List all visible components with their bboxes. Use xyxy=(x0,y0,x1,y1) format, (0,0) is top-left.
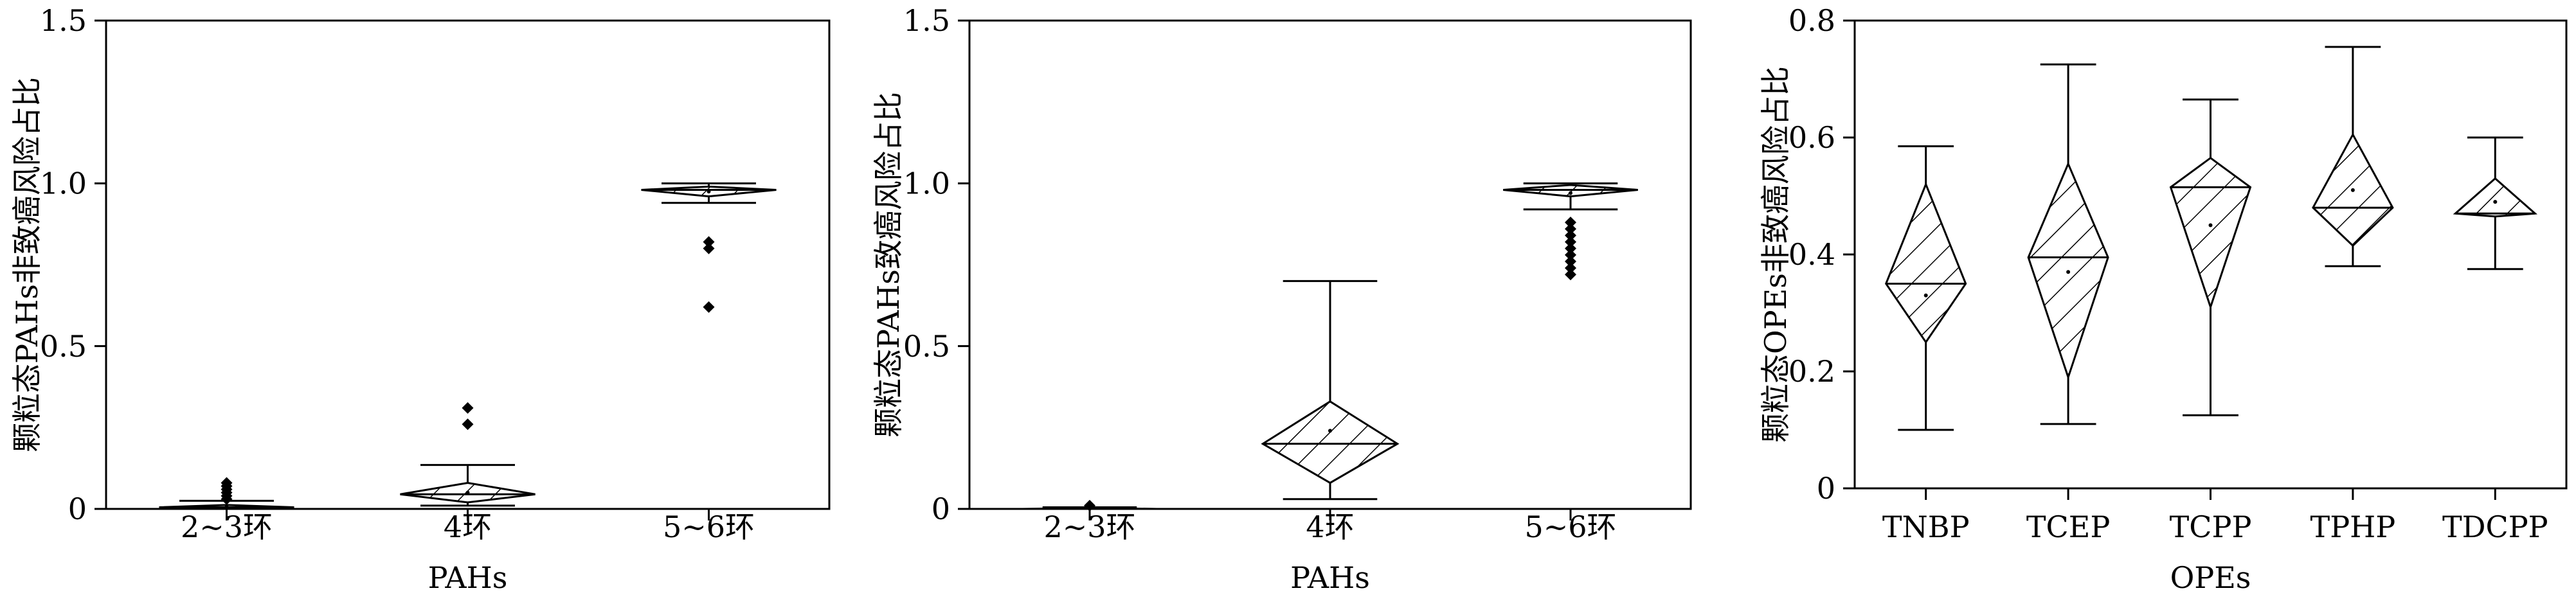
y-tick-label: 0.6 xyxy=(1788,120,1835,155)
y-tick-label: 1.0 xyxy=(40,166,87,200)
box-4环 xyxy=(1261,280,1400,501)
x-tick-label: 4环 xyxy=(444,510,492,544)
box-2~3环 xyxy=(1022,499,1157,511)
outlier-point xyxy=(703,236,715,248)
mean-point xyxy=(2493,200,2498,204)
mean-point xyxy=(707,190,711,193)
mean-point xyxy=(1328,429,1332,433)
x-tick-label: TPHP xyxy=(2310,510,2396,544)
y-tick-label: 0 xyxy=(1817,471,1835,506)
y-tick-label: 0 xyxy=(68,492,87,526)
x-tick-label: TNBP xyxy=(1882,510,1970,544)
mean-point xyxy=(465,490,470,495)
outlier-point xyxy=(703,301,715,313)
y-tick-label: 1.5 xyxy=(40,3,87,38)
outlier-point xyxy=(1565,249,1576,261)
x-axis-label: PAHs xyxy=(428,560,508,595)
box-2~3环 xyxy=(159,477,294,510)
y-tick-label: 1.0 xyxy=(903,166,950,200)
mean-point xyxy=(224,504,229,509)
x-tick-label: 5~6环 xyxy=(1524,510,1616,544)
chart-panel-2: 0 0.5 1.0 1.5 2~3环 4环 5~6环 PAHs 颗粒态PAHs致癌风险占比 xyxy=(871,3,1692,595)
outlier-point xyxy=(1565,242,1576,254)
box-TCEP xyxy=(2027,63,2109,425)
outlier-point xyxy=(703,242,715,254)
y-tick-label: 0.4 xyxy=(1788,237,1835,272)
plot-frame xyxy=(105,19,831,510)
outlier-point xyxy=(462,402,474,414)
y-axis-label: 颗粒态OPEs非致癌风险占比 xyxy=(1758,66,1793,443)
mean-point xyxy=(2350,188,2355,192)
outlier-point xyxy=(1565,229,1576,242)
x-tick-label: 4环 xyxy=(1306,510,1354,544)
box-diamond xyxy=(1885,181,1967,344)
outlier-point xyxy=(1565,269,1576,281)
box-TDCPP xyxy=(2453,136,2537,271)
x-tick-label: 2~3环 xyxy=(1043,510,1135,544)
mean-point xyxy=(1569,191,1572,195)
box-5~6环 xyxy=(1503,182,1638,281)
chart-panel-3: 0 0.2 0.4 0.6 0.8 TNBP TCEP TCPP TPHP TDCPP OPEs 颗粒… xyxy=(1758,3,2568,595)
outlier-point xyxy=(462,418,474,431)
box-TPHP xyxy=(2312,46,2394,267)
y-tick-label: 0.5 xyxy=(40,329,87,364)
x-axis-label: PAHs xyxy=(1290,560,1370,595)
y-tick-label: 0.2 xyxy=(1788,354,1835,389)
outlier-point xyxy=(221,477,233,489)
y-tick-label: 0.8 xyxy=(1788,3,1835,38)
x-tick-label: 5~6环 xyxy=(663,510,755,544)
x-tick-label: TCPP xyxy=(2170,510,2252,544)
outlier-point xyxy=(1084,499,1095,511)
x-tick-label: TDCPP xyxy=(2442,510,2548,544)
box-diamond xyxy=(2169,156,2252,310)
outlier-point xyxy=(1565,255,1576,267)
box-diamond xyxy=(2453,177,2537,218)
y-tick-label: 0.5 xyxy=(903,329,950,364)
chart-panel-1: 0 0.5 1.0 1.5 2~3环 4环 5~6环 PAHs 颗粒态PAHs非致癌风险占比 xyxy=(10,3,831,595)
outlier-point xyxy=(1565,236,1576,248)
box-4环 xyxy=(400,402,536,507)
outlier-point xyxy=(1565,223,1576,235)
y-axis-label: 颗粒态PAHs非致癌风险占比 xyxy=(10,77,44,452)
x-tick-label: TCEP xyxy=(2026,510,2110,544)
y-tick-label: 0 xyxy=(932,492,950,526)
x-tick-label: 2~3环 xyxy=(181,510,273,544)
outlier-point xyxy=(1565,217,1576,229)
box-TNBP xyxy=(1885,145,1967,431)
y-tick-label: 1.5 xyxy=(903,3,950,38)
mean-point xyxy=(1923,293,1928,298)
x-axis-label: OPEs xyxy=(2170,560,2251,595)
outlier-point xyxy=(1565,262,1576,274)
box-TCPP xyxy=(2169,98,2252,416)
y-axis-label: 颗粒态PAHs致癌风险占比 xyxy=(871,92,906,438)
box-5~6环 xyxy=(641,182,777,313)
mean-point xyxy=(2208,223,2213,227)
mean-point xyxy=(2066,270,2071,274)
box-diamond xyxy=(1261,400,1400,484)
